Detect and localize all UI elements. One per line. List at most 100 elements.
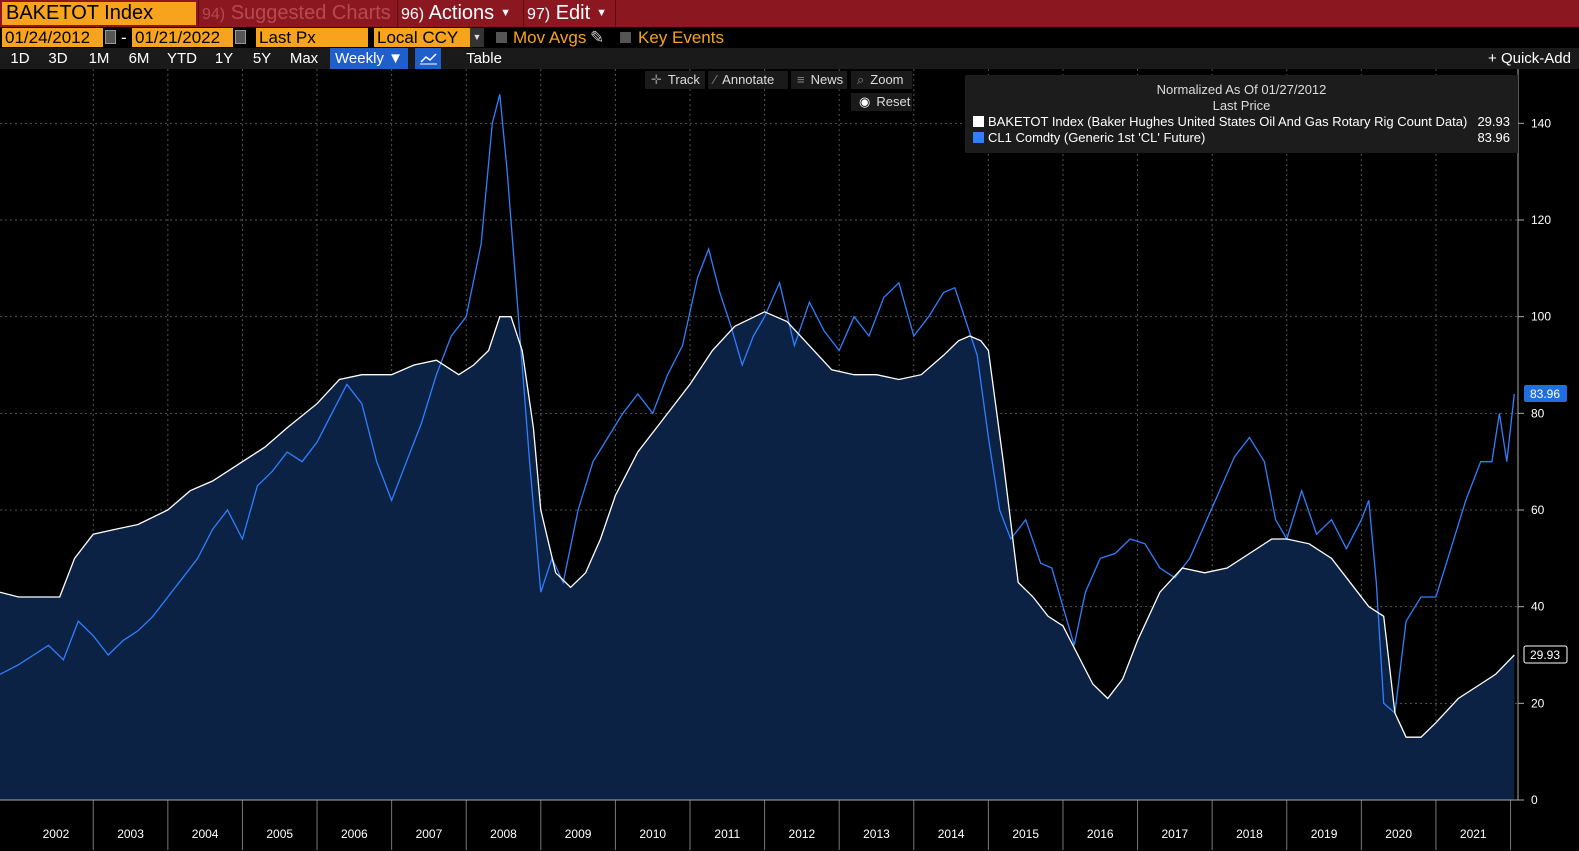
edit-menu[interactable]: 97) Edit ▼ [527,2,607,25]
x-tick-label: 2009 [565,827,592,841]
x-tick-label: 2010 [639,827,666,841]
range-1y-button[interactable]: 1Y [214,50,234,67]
range-5y-button[interactable]: 5Y [252,50,272,67]
reset-icon: ◉ [859,94,871,109]
pen-icon: ∕ [714,72,717,87]
annotate-label: Annotate [722,72,775,87]
line-chart-icon[interactable] [415,48,441,69]
x-tick-label: 2020 [1385,827,1412,841]
y-tick-label: 0 [1531,793,1538,807]
x-tick-label: 2008 [490,827,517,841]
range-max-button[interactable]: Max [289,50,319,67]
news-button[interactable]: ≡ News [791,71,847,89]
menu-number: 94) [202,6,226,23]
divider [615,0,616,27]
x-tick-label: 2013 [863,827,890,841]
magnifier-icon: ⌕ [857,72,865,87]
x-tick-label: 2021 [1460,827,1487,841]
last-value-badge [1523,645,1568,664]
key-events-checkbox[interactable] [620,32,631,43]
end-date-input[interactable]: 01/21/2022 [132,28,233,47]
legend-label: CL1 Comdty (Generic 1st 'CL' Future) [988,130,1206,145]
legend-title: Normalized As Of 01/27/2012 [1156,82,1327,97]
x-tick-label: 2016 [1087,827,1114,841]
title-bar: BAKETOT Index 94) Suggested Charts 96) A… [0,0,1579,27]
x-tick-label: 2006 [341,827,368,841]
start-date-input[interactable]: 01/24/2012 [2,28,103,47]
pencil-icon[interactable]: ✎ [590,28,605,47]
x-tick-label: 2003 [117,827,144,841]
mov-avgs-checkbox[interactable] [496,32,507,43]
zoom-label: Zoom [870,72,904,87]
annotate-button[interactable]: ∕ Annotate [708,71,788,89]
track-label: Track [667,72,700,87]
mov-avgs-label: Mov Avgs [513,28,587,47]
menu-number: 96) [401,6,425,23]
zoom-button[interactable]: ⌕ Zoom [851,71,912,89]
y-axis: 0 20 40 60 80 100 120 140 [1517,69,1551,807]
x-axis: 2002 2003 2004 2005 2006 2007 2008 2009 2010 2011… [0,799,1518,850]
reset-label: Reset [876,94,911,109]
suggested-charts-menu[interactable]: 94) Suggested Charts [202,2,391,25]
legend-entry-rig[interactable]: BAKETOT Index (Baker Hughes United State… [973,114,1510,130]
legend-subtitle: Last Price [1212,98,1271,113]
range-1m-button[interactable]: 1M [88,50,110,67]
last-value-labels: 83.96 29.93 [1523,385,1568,664]
range-ytd-button[interactable]: YTD [167,50,197,67]
y-tick-label: 100 [1531,310,1551,324]
divider [523,0,524,27]
controls-bar: 01/24/2012 - 01/21/2022 Last Px Local CC… [0,27,1579,48]
currency-select[interactable]: Local CCY [374,28,472,47]
x-tick-label: 2012 [789,827,816,841]
menu-label: Actions [428,2,495,24]
line-chart-glyph [420,53,437,65]
x-tick-label: 2007 [416,827,443,841]
dropdown-arrow-icon[interactable]: ▼ [470,28,484,47]
y-tick-label: 80 [1531,406,1545,420]
last-value-text: 29.93 [1530,648,1560,662]
range-3d-button[interactable]: 3D [48,50,68,67]
y-tick-label: 20 [1531,696,1545,710]
actions-menu[interactable]: 96) Actions ▼ [401,2,511,25]
menu-label: Suggested Charts [230,2,391,24]
field-select[interactable]: Last Px [256,28,368,47]
y-tick-label: 60 [1531,503,1545,517]
legend: Normalized As Of 01/27/2012 Last Price B… [965,75,1518,153]
ticker-field[interactable]: BAKETOT Index [2,2,196,25]
x-tick-label: 2018 [1236,827,1263,841]
y-tick-label: 140 [1531,116,1551,130]
x-tick-label: 2019 [1311,827,1338,841]
legend-entry-cl1[interactable]: CL1 Comdty (Generic 1st 'CL' Future) 83.… [973,130,1510,146]
period-select[interactable]: Weekly ▼ [330,48,408,69]
quick-add-button[interactable]: + Quick-Add [1488,50,1571,67]
x-tick-label: 2002 [43,827,70,841]
divider [198,0,199,27]
x-tick-label: 2005 [266,827,293,841]
menu-label: Edit [555,2,591,24]
reset-button[interactable]: ◉ Reset [851,93,912,111]
divider [397,0,398,27]
last-value-badge [1524,385,1567,402]
x-tick-label: 2014 [938,827,965,841]
range-6m-button[interactable]: 6M [128,50,150,67]
caret-down-icon: ▼ [596,7,608,20]
table-button[interactable]: Table [466,50,502,67]
legend-swatch [973,132,984,143]
crude-oil-line [0,94,1515,715]
rig-count-area [0,311,1515,800]
news-icon: ≡ [797,72,805,87]
key-events-label: Key Events [638,28,724,47]
range-1d-button[interactable]: 1D [10,50,30,67]
legend-value: 29.93 [1477,114,1510,129]
calendar-icon[interactable] [235,30,246,44]
x-tick-label: 2015 [1012,827,1039,841]
range-bar: 1D 3D 1M 6M YTD 1Y 5Y Max Weekly ▼ Table… [0,48,1579,69]
rig-count-line [0,311,1515,738]
menu-number: 97) [527,6,551,23]
track-button[interactable]: ✛ Track [645,71,705,89]
crosshair-icon: ✛ [651,72,662,87]
legend-swatch [973,116,984,127]
calendar-icon[interactable] [105,30,116,44]
x-tick-label: 2004 [192,827,219,841]
